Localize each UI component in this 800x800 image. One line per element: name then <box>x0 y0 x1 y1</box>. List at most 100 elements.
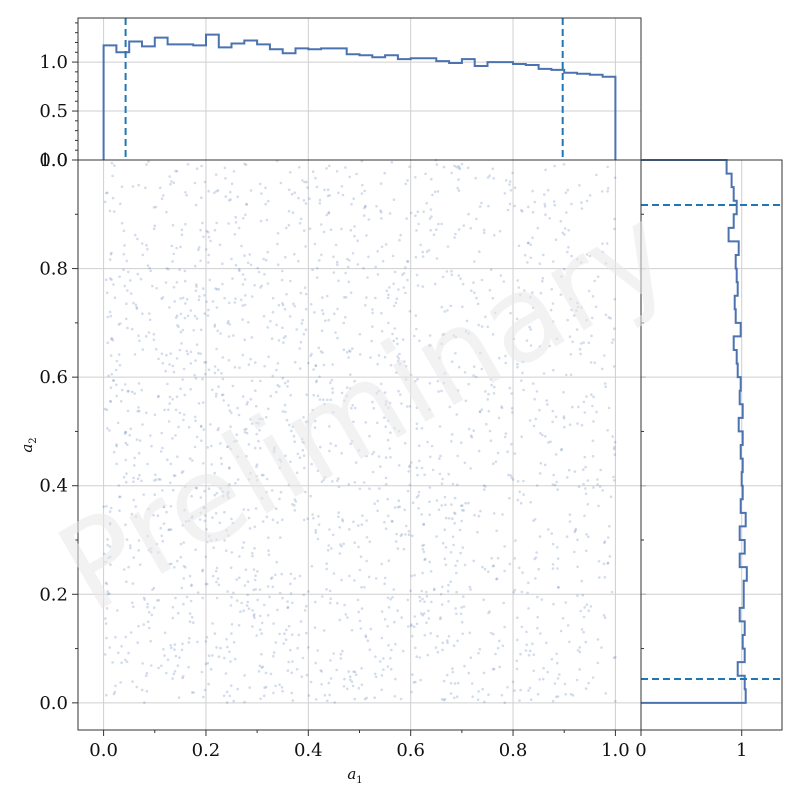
scatter-point <box>441 648 444 652</box>
scatter-point <box>553 203 557 207</box>
scatter-point <box>187 519 191 523</box>
scatter-point <box>412 681 416 684</box>
scatter-point <box>211 516 214 519</box>
scatter-point <box>171 677 174 680</box>
scatter-point <box>410 624 413 628</box>
scatter-point <box>225 690 229 694</box>
scatter-point <box>281 518 284 521</box>
scatter-point <box>613 453 617 456</box>
scatter-point <box>118 363 122 367</box>
scatter-point <box>601 489 604 492</box>
scatter-point <box>165 353 168 357</box>
scatter-point <box>576 565 579 569</box>
scatter-point <box>531 189 534 193</box>
scatter-point <box>336 307 339 311</box>
scatter-point <box>559 629 563 633</box>
scatter-point <box>531 291 534 294</box>
scatter-point <box>393 426 397 430</box>
scatter-point <box>549 440 552 444</box>
scatter-point <box>545 641 548 645</box>
scatter-point <box>203 519 207 523</box>
scatter-point <box>368 540 372 543</box>
scatter-point <box>113 296 117 300</box>
scatter-point <box>285 418 289 422</box>
scatter-point <box>446 641 449 644</box>
scatter-point <box>320 329 324 333</box>
scatter-point <box>156 395 160 399</box>
scatter-point <box>161 362 165 365</box>
scatter-point <box>393 620 396 624</box>
scatter-point <box>436 379 440 383</box>
scatter-point <box>134 505 137 508</box>
scatter-point <box>435 535 438 538</box>
scatter-point <box>516 498 520 502</box>
scatter-point <box>244 213 247 217</box>
scatter-point <box>328 194 332 197</box>
scatter-point <box>600 646 603 649</box>
scatter-point <box>498 229 502 233</box>
scatter-point <box>230 257 233 261</box>
scatter-point <box>272 622 275 625</box>
scatter-point <box>309 354 312 358</box>
scatter-point <box>230 595 233 599</box>
scatter-point <box>476 302 480 306</box>
scatter-point <box>314 600 317 604</box>
scatter-point <box>267 549 270 552</box>
scatter-point <box>512 337 516 341</box>
scatter-point <box>461 632 465 636</box>
scatter-point <box>554 238 558 241</box>
scatter-point <box>410 574 414 578</box>
scatter-point <box>479 509 482 513</box>
scatter-point <box>451 517 454 520</box>
scatter-point <box>251 625 254 628</box>
scatter-point <box>208 278 212 282</box>
scatter-point <box>421 285 425 288</box>
scatter-point <box>342 348 346 352</box>
scatter-point <box>588 194 592 197</box>
scatter-point <box>298 166 301 169</box>
scatter-point <box>458 166 461 169</box>
scatter-point <box>373 696 377 699</box>
scatter-point <box>595 410 598 414</box>
scatter-point <box>363 697 367 701</box>
scatter-point <box>335 668 339 672</box>
scatter-point <box>246 400 249 404</box>
scatter-point <box>211 388 214 392</box>
scatter-point <box>501 644 505 648</box>
scatter-point <box>556 557 560 560</box>
scatter-point <box>503 545 506 548</box>
scatter-point <box>378 487 381 490</box>
scatter-point <box>137 539 141 542</box>
scatter-point <box>424 557 427 561</box>
scatter-point <box>471 695 475 698</box>
scatter-point <box>124 658 127 662</box>
scatter-point <box>390 648 393 652</box>
scatter-point <box>606 187 610 190</box>
scatter-point <box>370 339 373 343</box>
scatter-point <box>527 581 530 585</box>
scatter-point <box>568 423 572 427</box>
scatter-point <box>340 227 343 231</box>
scatter-point <box>104 617 107 620</box>
scatter-point <box>564 601 568 604</box>
scatter-point <box>502 280 506 283</box>
scatter-point <box>239 298 243 302</box>
scatter-point <box>429 344 432 347</box>
scatter-point <box>181 296 185 300</box>
scatter-point <box>280 278 284 282</box>
scatter-point <box>299 291 303 295</box>
scatter-point <box>529 698 533 701</box>
scatter-point <box>379 209 382 212</box>
scatter-point <box>439 617 442 621</box>
scatter-point <box>283 381 287 385</box>
scatter-point <box>393 327 397 330</box>
scatter-point <box>613 227 616 231</box>
scatter-point <box>535 484 539 487</box>
scatter-point <box>455 695 459 698</box>
scatter-point <box>420 513 424 516</box>
scatter-point <box>408 309 412 313</box>
scatter-point <box>536 693 540 696</box>
scatter-point <box>103 653 107 656</box>
scatter-point <box>154 347 158 351</box>
scatter-point <box>452 543 455 547</box>
